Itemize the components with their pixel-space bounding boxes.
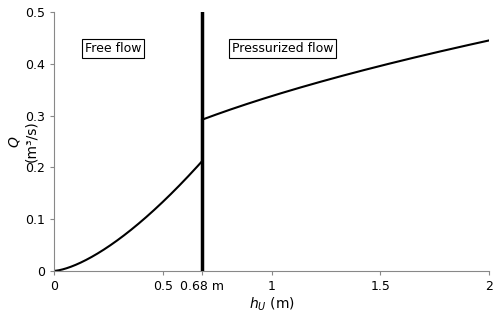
X-axis label: $h_U$ (m): $h_U$ (m) [249,296,294,313]
Text: Free flow: Free flow [85,42,141,55]
Text: Pressurized flow: Pressurized flow [232,42,334,55]
Y-axis label: $Q$
(m³/s): $Q$ (m³/s) [7,121,38,162]
